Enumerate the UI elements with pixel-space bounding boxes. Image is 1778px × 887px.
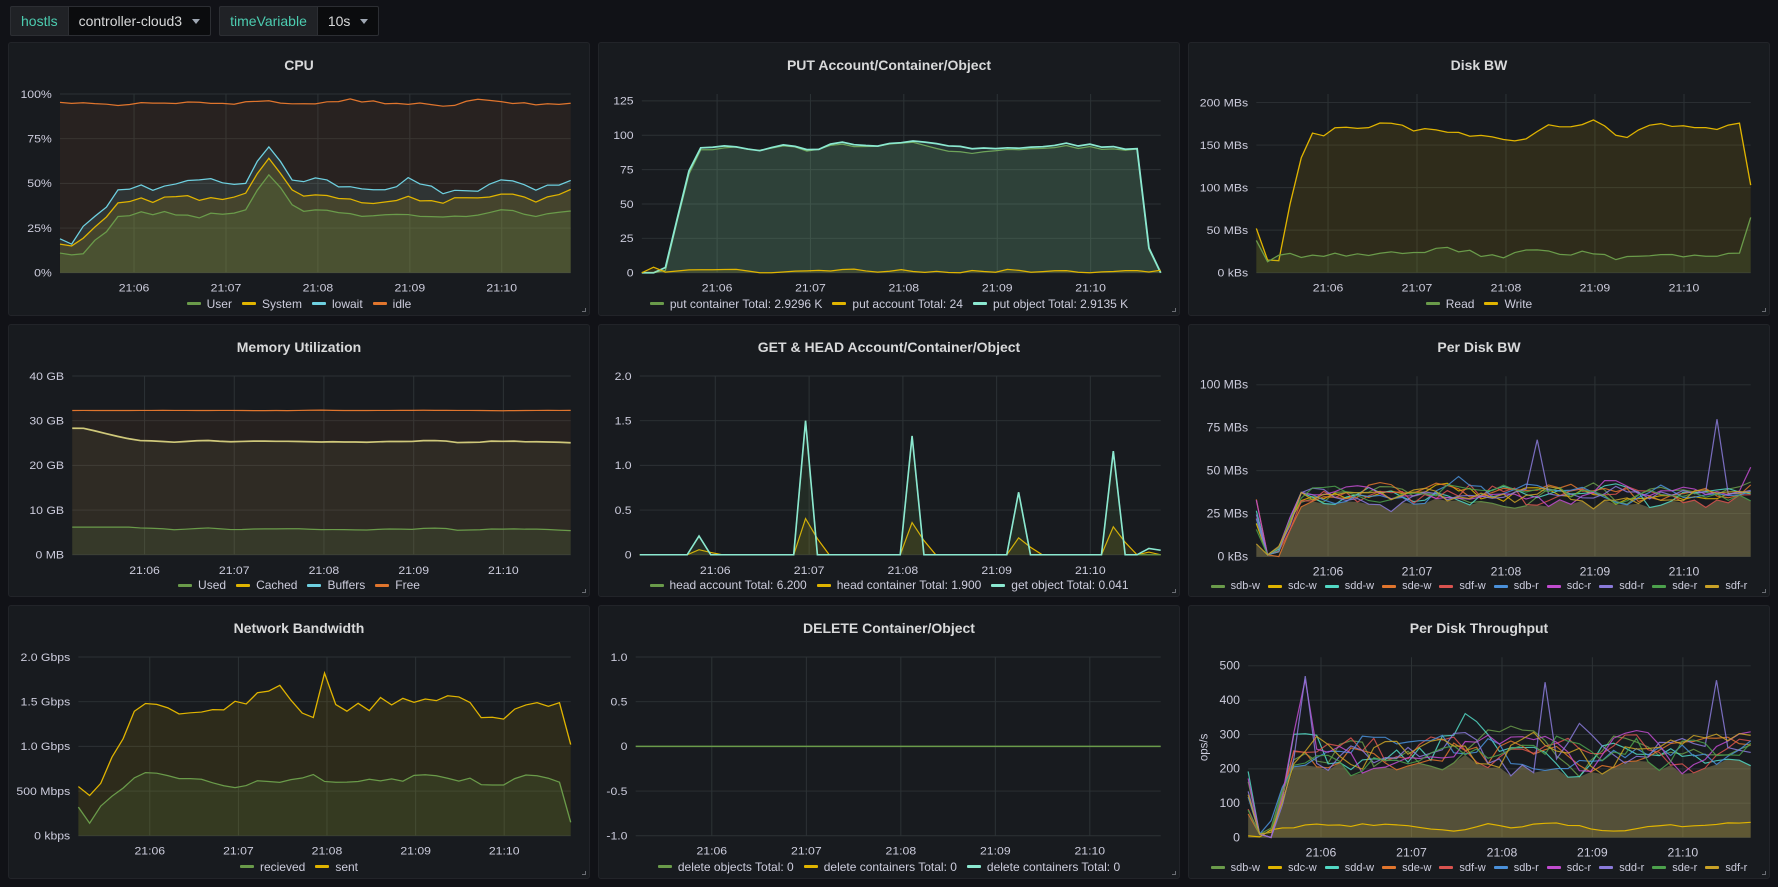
svg-text:21:08: 21:08 <box>303 281 334 293</box>
svg-text:21:10: 21:10 <box>489 844 520 856</box>
svg-text:21:07: 21:07 <box>795 281 826 293</box>
svg-text:2.0 Gbps: 2.0 Gbps <box>21 651 71 664</box>
svg-text:-1.0: -1.0 <box>606 829 628 842</box>
svg-text:1.0: 1.0 <box>615 458 632 471</box>
svg-text:25%: 25% <box>27 221 52 234</box>
svg-text:21:07: 21:07 <box>1402 281 1433 293</box>
svg-text:21:07: 21:07 <box>1396 846 1427 859</box>
svg-text:100: 100 <box>613 128 634 141</box>
svg-text:21:08: 21:08 <box>309 563 340 576</box>
svg-text:0: 0 <box>621 740 628 753</box>
svg-text:21:10: 21:10 <box>1668 846 1699 859</box>
svg-text:125: 125 <box>613 94 634 107</box>
svg-text:0 kBs: 0 kBs <box>1218 549 1249 563</box>
svg-text:-0.5: -0.5 <box>606 785 628 798</box>
svg-text:21:09: 21:09 <box>400 844 431 856</box>
svg-text:21:06: 21:06 <box>129 563 160 576</box>
svg-text:21:06: 21:06 <box>119 281 150 293</box>
svg-text:21:09: 21:09 <box>980 844 1011 856</box>
svg-text:21:07: 21:07 <box>211 281 242 293</box>
svg-text:21:09: 21:09 <box>1580 281 1611 293</box>
svg-text:21:10: 21:10 <box>1075 563 1106 576</box>
svg-text:75: 75 <box>620 163 634 176</box>
svg-text:200 MBs: 200 MBs <box>1200 96 1248 109</box>
svg-text:0: 0 <box>625 548 632 561</box>
svg-text:ops/s: ops/s <box>1196 734 1210 762</box>
svg-text:21:07: 21:07 <box>223 844 254 856</box>
svg-text:75%: 75% <box>27 132 52 145</box>
svg-text:21:08: 21:08 <box>312 844 343 856</box>
svg-text:1.0: 1.0 <box>610 651 627 664</box>
svg-text:100: 100 <box>1220 797 1241 811</box>
svg-text:300: 300 <box>1220 728 1241 742</box>
svg-text:1.0 Gbps: 1.0 Gbps <box>21 740 71 753</box>
svg-text:0%: 0% <box>34 266 52 279</box>
svg-text:21:08: 21:08 <box>1487 846 1518 859</box>
svg-text:20 GB: 20 GB <box>29 458 64 471</box>
svg-text:21:08: 21:08 <box>888 281 919 293</box>
svg-text:21:07: 21:07 <box>219 563 250 576</box>
svg-text:21:06: 21:06 <box>696 844 727 856</box>
svg-text:0: 0 <box>627 266 634 279</box>
svg-text:10 GB: 10 GB <box>29 503 64 516</box>
svg-text:75 MBs: 75 MBs <box>1207 421 1249 435</box>
svg-text:21:10: 21:10 <box>486 281 517 293</box>
svg-text:0 kBs: 0 kBs <box>1218 266 1249 279</box>
svg-text:25: 25 <box>620 232 634 245</box>
svg-text:2.0: 2.0 <box>615 369 632 382</box>
svg-text:21:09: 21:09 <box>398 563 429 576</box>
svg-text:30 GB: 30 GB <box>29 414 64 427</box>
svg-text:50 MBs: 50 MBs <box>1207 464 1249 478</box>
svg-text:21:09: 21:09 <box>982 281 1013 293</box>
svg-text:21:09: 21:09 <box>1580 565 1611 578</box>
svg-text:1.5 Gbps: 1.5 Gbps <box>21 695 71 708</box>
svg-text:21:08: 21:08 <box>1491 565 1522 578</box>
svg-text:21:06: 21:06 <box>1313 281 1344 293</box>
svg-text:25 MBs: 25 MBs <box>1207 506 1249 520</box>
svg-text:21:09: 21:09 <box>394 281 425 293</box>
svg-text:21:08: 21:08 <box>888 563 919 576</box>
svg-text:100%: 100% <box>20 87 52 100</box>
svg-text:50: 50 <box>620 197 634 210</box>
svg-text:40 GB: 40 GB <box>29 369 64 382</box>
svg-text:1.5: 1.5 <box>615 414 632 427</box>
svg-text:21:07: 21:07 <box>794 563 825 576</box>
svg-text:100 MBs: 100 MBs <box>1200 181 1248 194</box>
svg-text:21:06: 21:06 <box>700 563 731 576</box>
svg-text:21:06: 21:06 <box>134 844 165 856</box>
svg-text:0 MB: 0 MB <box>35 548 64 561</box>
svg-text:21:09: 21:09 <box>981 563 1012 576</box>
svg-text:0: 0 <box>1233 831 1240 845</box>
svg-text:400: 400 <box>1220 694 1241 708</box>
svg-text:21:10: 21:10 <box>1669 565 1700 578</box>
svg-text:50%: 50% <box>27 177 52 190</box>
svg-text:150 MBs: 150 MBs <box>1200 138 1248 151</box>
svg-text:50 MBs: 50 MBs <box>1207 223 1249 236</box>
svg-text:21:10: 21:10 <box>1075 281 1106 293</box>
svg-text:21:06: 21:06 <box>1313 565 1344 578</box>
svg-text:21:06: 21:06 <box>1306 846 1337 859</box>
svg-text:21:07: 21:07 <box>1402 565 1433 578</box>
svg-text:100 MBs: 100 MBs <box>1200 378 1248 392</box>
svg-text:21:09: 21:09 <box>1577 846 1608 859</box>
svg-text:21:10: 21:10 <box>488 563 519 576</box>
svg-text:500 Mbps: 500 Mbps <box>16 785 70 798</box>
svg-text:0.5: 0.5 <box>615 503 632 516</box>
svg-text:500: 500 <box>1220 659 1241 673</box>
svg-text:21:08: 21:08 <box>886 844 917 856</box>
svg-text:21:07: 21:07 <box>791 844 822 856</box>
svg-text:21:10: 21:10 <box>1669 281 1700 293</box>
svg-text:21:10: 21:10 <box>1074 844 1105 856</box>
svg-text:0 kbps: 0 kbps <box>34 829 70 842</box>
svg-text:200: 200 <box>1220 762 1241 776</box>
svg-text:21:08: 21:08 <box>1491 281 1522 293</box>
svg-text:0.5: 0.5 <box>610 695 627 708</box>
svg-text:21:06: 21:06 <box>702 281 733 293</box>
